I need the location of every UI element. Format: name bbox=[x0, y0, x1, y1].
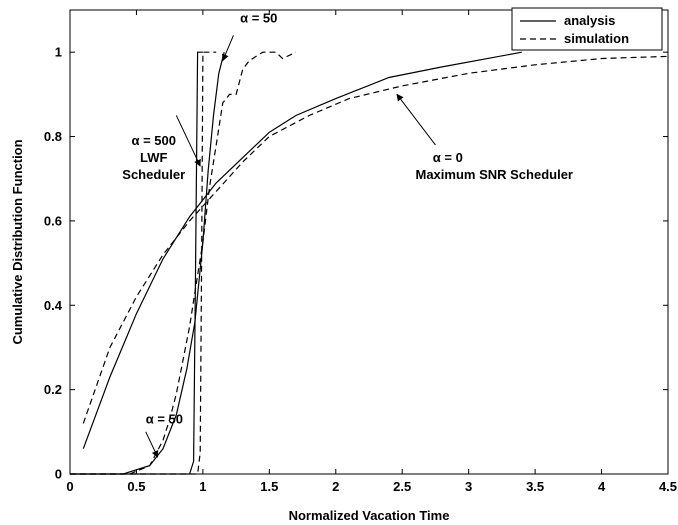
annotation-arrow-a50-top bbox=[222, 35, 234, 62]
legend-label-simulation: simulation bbox=[564, 31, 629, 46]
x-axis-label: Normalized Vacation Time bbox=[289, 508, 450, 523]
y-tick-label: 0.8 bbox=[44, 129, 62, 144]
legend-box bbox=[511, 7, 663, 51]
annotation-a500-line1: LWF bbox=[140, 150, 167, 165]
annotations-group: α = 50 α = 500 LWF Scheduler α = 0 Maximum SN… bbox=[122, 11, 574, 458]
series-line-a500-analysis bbox=[70, 51, 203, 475]
x-axis-ticks: 0 0.5 1 1.5 2 2.5 3 3.5 4 4.5 bbox=[66, 10, 677, 494]
annotation-a50-bottom-line0: α = 50 bbox=[146, 411, 183, 426]
series-line-a50-analysis bbox=[70, 52, 225, 475]
x-tick-label: 4.5 bbox=[659, 479, 677, 494]
y-tick-label: 0.6 bbox=[44, 213, 62, 228]
annotation-a50-top-line0: α = 50 bbox=[240, 11, 277, 26]
x-tick-label: 1.5 bbox=[260, 479, 278, 494]
annotation-a500-line2: Scheduler bbox=[122, 167, 185, 182]
y-tick-label: 0 bbox=[55, 467, 62, 482]
x-tick-label: 3.5 bbox=[526, 479, 544, 494]
x-tick-label: 4 bbox=[598, 479, 606, 494]
series-line-a500-simulation bbox=[70, 51, 217, 475]
y-tick-label: 0.4 bbox=[44, 298, 63, 313]
series-line-a0-simulation bbox=[82, 55, 669, 424]
legend-label-analysis: analysis bbox=[564, 13, 615, 28]
y-tick-label: 0.2 bbox=[44, 382, 62, 397]
annotation-arrow-a500 bbox=[175, 115, 201, 167]
x-tick-label: 1 bbox=[199, 479, 206, 494]
annotation-arrow-a0 bbox=[396, 93, 436, 146]
annotation-a0-line0: α = 0 bbox=[433, 150, 463, 165]
x-tick-label: 0.5 bbox=[127, 479, 145, 494]
series-line-a50-simulation bbox=[70, 51, 297, 475]
plot-area bbox=[69, 9, 669, 475]
annotation-a500-line0: α = 500 bbox=[131, 133, 176, 148]
series-line-a0-analysis bbox=[82, 51, 522, 449]
x-tick-label: 2 bbox=[332, 479, 339, 494]
annotation-arrow-a50-bottom bbox=[145, 431, 159, 458]
x-tick-label: 0 bbox=[66, 479, 73, 494]
y-axis-ticks: 0 0.2 0.4 0.6 0.8 1 bbox=[44, 45, 668, 482]
y-axis-label: Cumulative Distribution Function bbox=[10, 139, 25, 344]
y-tick-label: 1 bbox=[55, 45, 62, 60]
legend: analysis simulation bbox=[511, 7, 663, 51]
x-tick-label: 2.5 bbox=[393, 479, 411, 494]
series-group bbox=[70, 51, 669, 475]
annotation-a0-line1: Maximum SNR Scheduler bbox=[416, 167, 574, 182]
x-tick-label: 3 bbox=[465, 479, 472, 494]
